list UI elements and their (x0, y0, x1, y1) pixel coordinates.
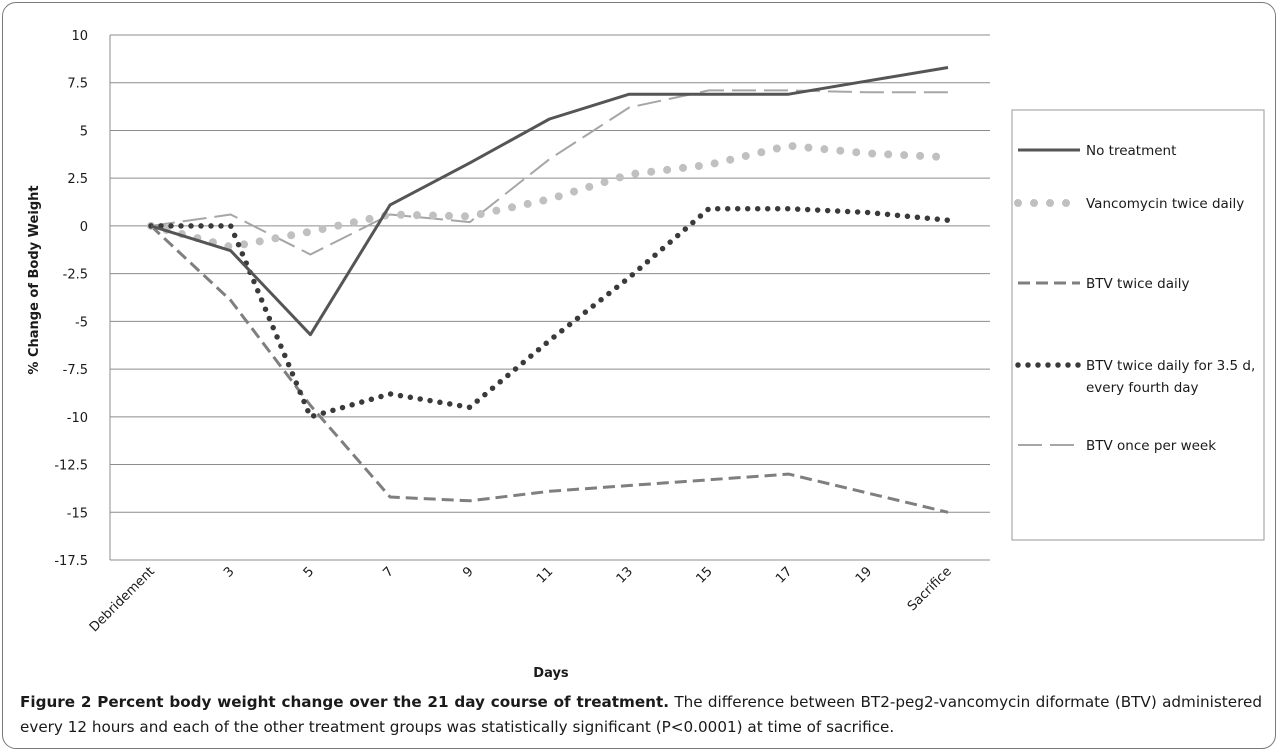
series-lines (147, 66, 952, 514)
series-line-0 (150, 66, 949, 337)
x-tick-label: 17 (773, 564, 795, 586)
legend: No treatment Vancomycin twice daily BTV tw… (1014, 143, 1255, 454)
series-line-2 (149, 224, 949, 514)
caption-label: Figure 2 Percent body weight change over… (20, 693, 669, 711)
x-tick-label: 9 (460, 564, 476, 580)
line-chart: 10 7.5 5 2.5 0 -2.5 -5 -7.5 -10 -12.5 -15 -17.5 Deb… (27, 29, 1265, 681)
legend-label: BTV once per week (1086, 438, 1216, 454)
x-tick-label: 5 (301, 564, 317, 580)
x-tick-label: 3 (221, 564, 237, 580)
y-axis-label: % Change of Body Weight (27, 185, 42, 374)
y-tick-label: 0 (80, 220, 88, 235)
x-tick-label: Debridement (87, 564, 158, 635)
series-line-4 (150, 89, 948, 256)
y-tick-label: -17.5 (54, 554, 88, 569)
x-tick-label: 7 (380, 564, 396, 580)
legend-label: No treatment (1086, 143, 1176, 159)
x-tick-label: 19 (853, 564, 875, 586)
x-tick-label: 11 (534, 564, 556, 586)
y-tick-label: -10 (67, 411, 88, 426)
y-axis-ticks: 10 7.5 5 2.5 0 -2.5 -5 -7.5 -10 -12.5 -15 -17.5 (54, 29, 88, 569)
caption-text: The difference between BT2-peg2-vancomyc… (20, 693, 1263, 736)
y-tick-label: -12.5 (54, 459, 88, 474)
legend-label: BTV twice daily (1086, 276, 1189, 292)
series-line-3 (148, 205, 951, 420)
y-tick-label: 2.5 (67, 172, 88, 187)
y-tick-label: 5 (80, 124, 88, 139)
y-tick-label: -2.5 (63, 268, 88, 283)
x-tick-label: Sacrifice (905, 564, 955, 614)
legend-label: BTV twice daily for 3.5 d, (1086, 358, 1255, 374)
y-tick-label: -15 (67, 506, 88, 521)
y-tick-label: -5 (75, 315, 88, 330)
x-tick-label: 13 (614, 564, 636, 586)
figure-caption: Figure 2 Percent body weight change over… (20, 690, 1262, 740)
legend-label: every fourth day (1086, 380, 1199, 396)
x-tick-label: 15 (693, 564, 715, 586)
legend-label: Vancomycin twice daily (1086, 196, 1244, 212)
gridlines (109, 34, 990, 561)
y-tick-label: 10 (71, 29, 88, 44)
series-line-1 (147, 141, 952, 251)
x-axis-label: Days (533, 666, 569, 681)
y-tick-label: 7.5 (67, 77, 88, 92)
x-axis-ticks: Debridement 3 5 7 9 11 13 15 17 19 Sacrifice (87, 564, 955, 635)
legend-box (1011, 109, 1265, 541)
y-tick-label: -7.5 (63, 363, 88, 378)
